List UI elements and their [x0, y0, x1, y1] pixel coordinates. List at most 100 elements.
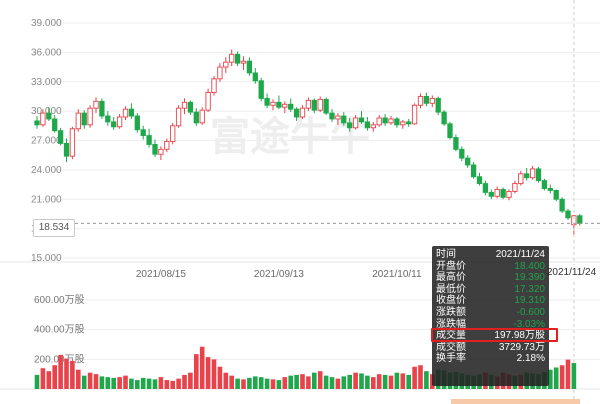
- candle: [217, 63, 223, 82]
- candle: [187, 100, 194, 116]
- volume-bar: [235, 378, 240, 389]
- tooltip-row: 最低价 17.320: [436, 284, 545, 296]
- candle: [158, 146, 164, 161]
- tooltip-key: 最高价: [436, 272, 466, 284]
- tooltip-key: 涨跌幅: [436, 318, 466, 330]
- candle: [34, 116, 40, 129]
- tooltip-value: 17.320: [514, 283, 545, 295]
- volume-bar: [99, 376, 105, 389]
- candle-body: [535, 168, 542, 182]
- volume-bar: [382, 374, 388, 389]
- candle-body: [547, 188, 553, 191]
- candle: [441, 110, 447, 126]
- cursor-date-tag: 2021/11/24: [545, 265, 598, 281]
- candle: [482, 180, 489, 196]
- candle-body: [406, 121, 412, 125]
- candle-body: [411, 104, 418, 125]
- candle: [111, 117, 117, 130]
- volume-bar: [93, 374, 99, 389]
- candle: [459, 146, 465, 162]
- price-tick-label: 33.000: [31, 77, 62, 88]
- candle-body: [565, 210, 571, 219]
- candle-body: [512, 183, 518, 192]
- volume-bar: [288, 375, 293, 389]
- candle: [105, 111, 111, 126]
- candle: [429, 95, 435, 108]
- price-tick-label: 24.000: [31, 165, 62, 176]
- candle-body: [447, 123, 453, 139]
- candle: [46, 107, 52, 121]
- tooltip-key: 换手率: [436, 353, 466, 365]
- volume-bar: [388, 375, 394, 389]
- candle: [99, 98, 105, 119]
- date-tick-label: 2021/09/13: [254, 269, 304, 280]
- volume-bar: [317, 371, 323, 389]
- candle: [252, 68, 258, 84]
- candle: [57, 127, 64, 146]
- candle: [246, 57, 253, 76]
- tooltip-key: 最低价: [436, 283, 466, 295]
- candle-body: [46, 112, 52, 120]
- date-axis-labels: 2021/08/15 2021/09/13 2021/10/11: [136, 269, 422, 280]
- candle: [240, 56, 247, 70]
- candle-body: [435, 97, 441, 113]
- last-price-tag: 18.534: [33, 219, 75, 237]
- candle: [175, 105, 182, 128]
- candle: [400, 119, 406, 129]
- candle: [329, 109, 335, 122]
- volume-bar: [182, 374, 187, 389]
- candle-body: [63, 142, 70, 157]
- candle: [140, 125, 146, 140]
- volume-bar: [241, 379, 246, 389]
- candle: [193, 108, 199, 126]
- tooltip-value: 197.98万股: [494, 330, 545, 342]
- volume-bar: [341, 376, 347, 389]
- price-tick-label: 30.000: [31, 106, 62, 117]
- volume-bar: [64, 358, 69, 389]
- candle-body: [311, 99, 317, 111]
- tooltip-row: 最高价 19.390: [436, 272, 545, 284]
- ohlc-tooltip: 时间 2021/11/24 开盘价 18.400 最高价 19.390 最低价 17.320 收…: [432, 246, 549, 386]
- volume-bar: [300, 374, 305, 389]
- candle: [364, 117, 371, 131]
- candle-body: [470, 164, 477, 178]
- candle: [553, 189, 559, 202]
- candle: [134, 113, 140, 133]
- candle: [335, 113, 341, 125]
- candle: [264, 93, 270, 109]
- candle: [512, 180, 518, 194]
- tooltip-key: 时间: [436, 249, 456, 260]
- candle-body: [270, 101, 276, 106]
- volume-bar: [217, 366, 223, 389]
- volume-bar: [40, 368, 46, 389]
- price-tick-label: 21.000: [31, 194, 62, 205]
- candle-body: [317, 98, 323, 111]
- volume-bar: [258, 377, 264, 389]
- candle: [170, 122, 176, 145]
- candle-body: [52, 118, 58, 132]
- volume-bar: [253, 376, 258, 389]
- volume-bar: [58, 354, 63, 389]
- candle-body: [288, 103, 294, 110]
- candle: [447, 121, 453, 140]
- tooltip-value: 3729.73万: [498, 341, 545, 353]
- candle-body: [140, 129, 146, 137]
- candle: [305, 97, 312, 112]
- candle: [40, 109, 46, 127]
- volume-bar: [264, 378, 270, 389]
- candle-body: [87, 107, 93, 126]
- volume-bar: [306, 376, 311, 389]
- candle: [453, 134, 459, 152]
- candle-body: [500, 189, 506, 198]
- candle: [370, 121, 376, 132]
- candle-body: [69, 128, 76, 157]
- volume-bar: [247, 377, 252, 389]
- volume-bar: [282, 377, 288, 389]
- candle: [146, 128, 152, 148]
- candle: [293, 107, 300, 121]
- candle: [465, 155, 471, 168]
- candle-body: [299, 107, 306, 118]
- candle-body: [128, 108, 135, 117]
- candle-body: [305, 99, 312, 109]
